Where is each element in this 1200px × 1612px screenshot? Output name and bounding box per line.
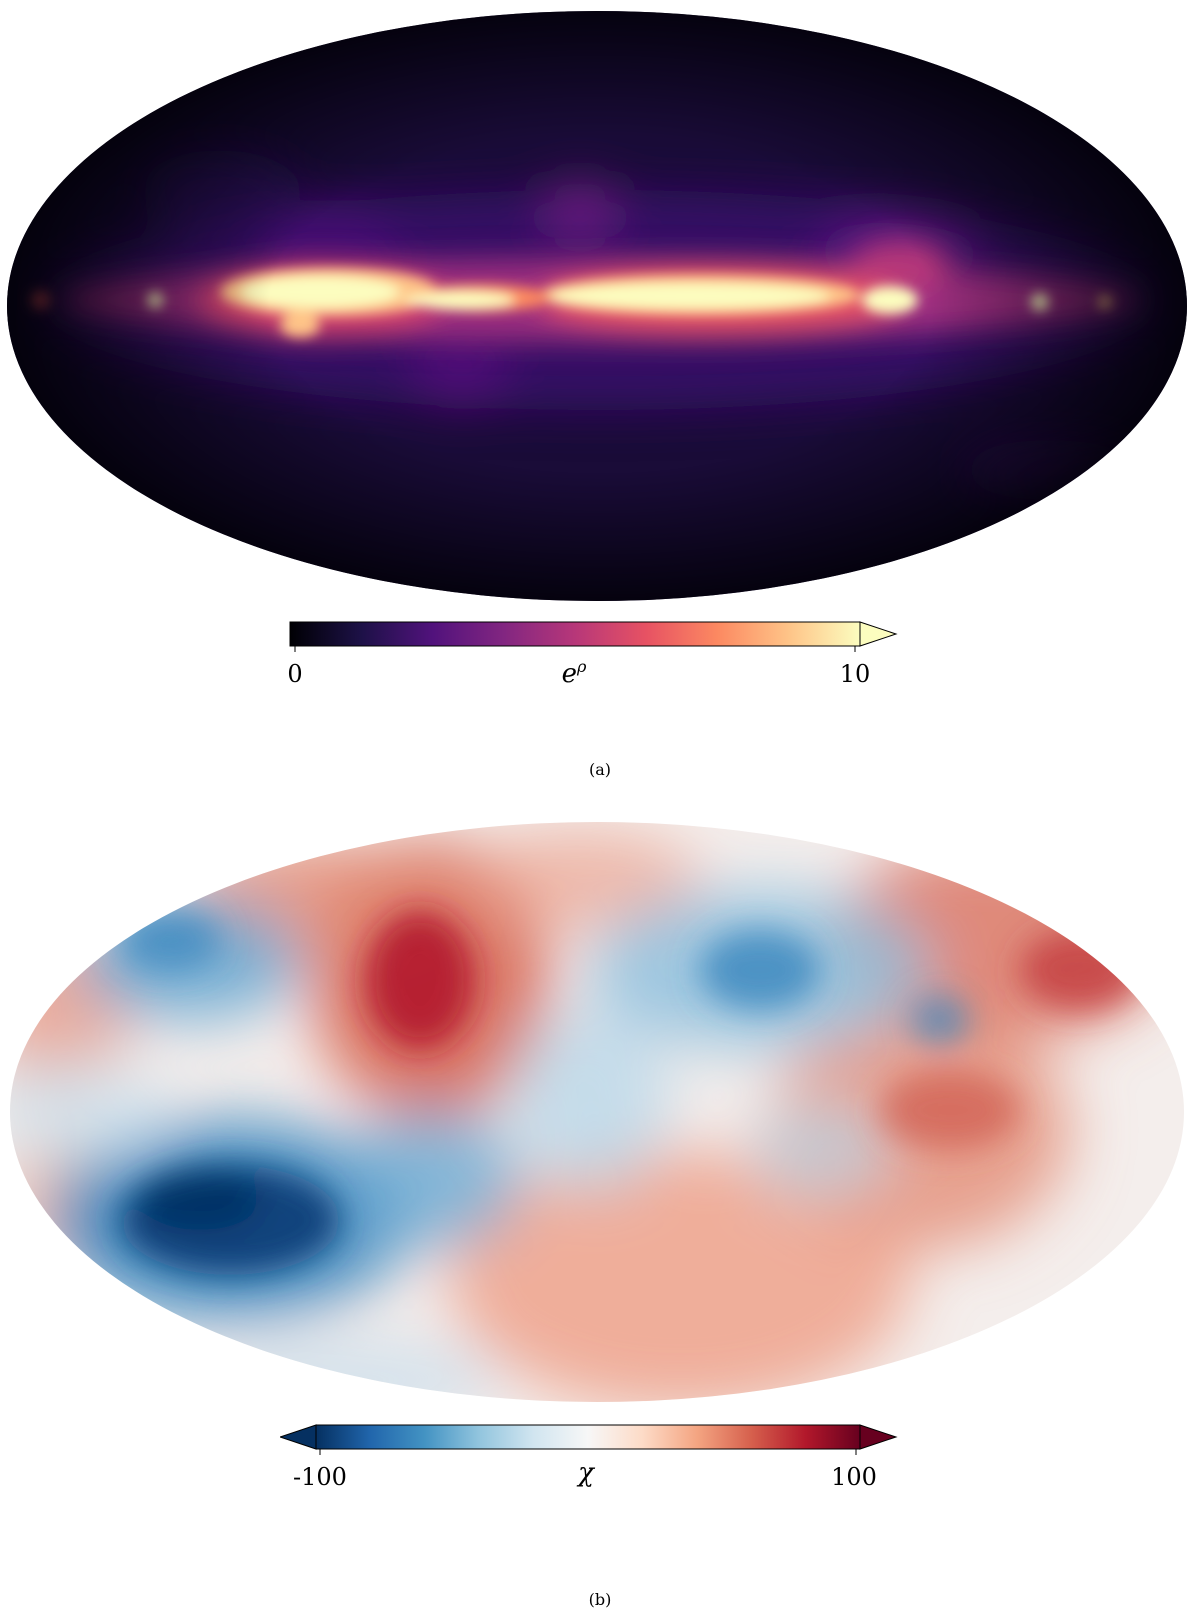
map-b (10, 822, 1184, 1402)
panel-a: 0 10 eρ (a) (0, 0, 1200, 790)
caption-b: (b) (588, 1590, 612, 1609)
colorbar-b: -100 100 χ (280, 1424, 898, 1491)
colorbar-b-tick-min: -100 (293, 1463, 347, 1491)
colorbar-a-label: eρ (562, 657, 587, 689)
colorbar-b-extend-min (280, 1424, 317, 1450)
map-a-field (7, 11, 1187, 601)
colorbar-a-extend-max (859, 621, 898, 647)
colorbar-a: 0 10 eρ (287, 621, 898, 689)
colorbar-b-tick-max: 100 (831, 1463, 877, 1491)
colorbar-b-gradient (315, 1424, 861, 1450)
map-a (7, 11, 1187, 601)
colorbar-b-extend-max (859, 1424, 898, 1450)
colorbar-b-label: χ (576, 1458, 596, 1488)
caption-a: (a) (588, 760, 612, 779)
map-b-field (10, 822, 1184, 1402)
panel-b: -100 100 χ (b) (0, 820, 1200, 1612)
colorbar-a-tick-min: 0 (287, 660, 302, 688)
colorbar-a-gradient (289, 621, 861, 647)
colorbar-a-tick-max: 10 (840, 660, 871, 688)
